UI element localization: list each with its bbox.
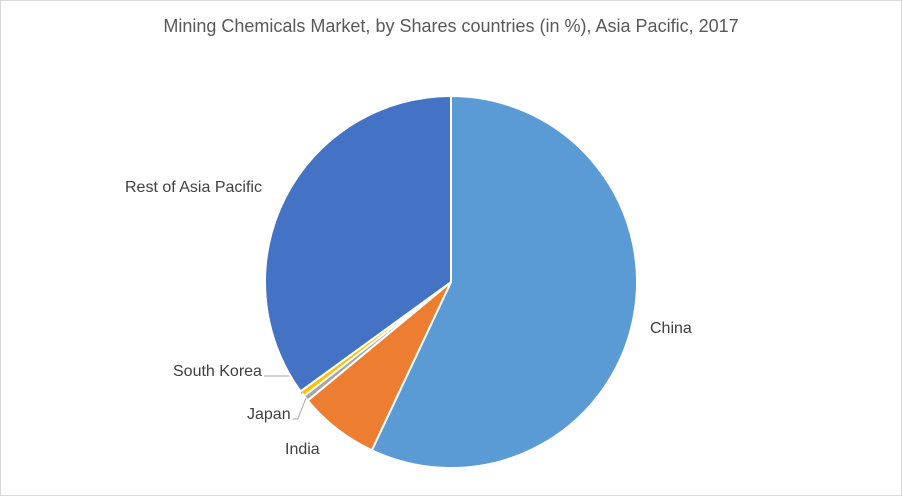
slice-label: India bbox=[285, 441, 320, 458]
leader-line bbox=[292, 398, 307, 420]
slice-label: China bbox=[650, 320, 692, 337]
slice-label: Japan bbox=[247, 406, 291, 423]
slice-label: Rest of Asia Pacific bbox=[125, 179, 262, 196]
slice-label: South Korea bbox=[173, 363, 262, 380]
pie-slice bbox=[264, 94, 452, 393]
pie-slice bbox=[370, 94, 638, 469]
chart-title: Mining Chemicals Market, by Shares count… bbox=[163, 16, 738, 36]
